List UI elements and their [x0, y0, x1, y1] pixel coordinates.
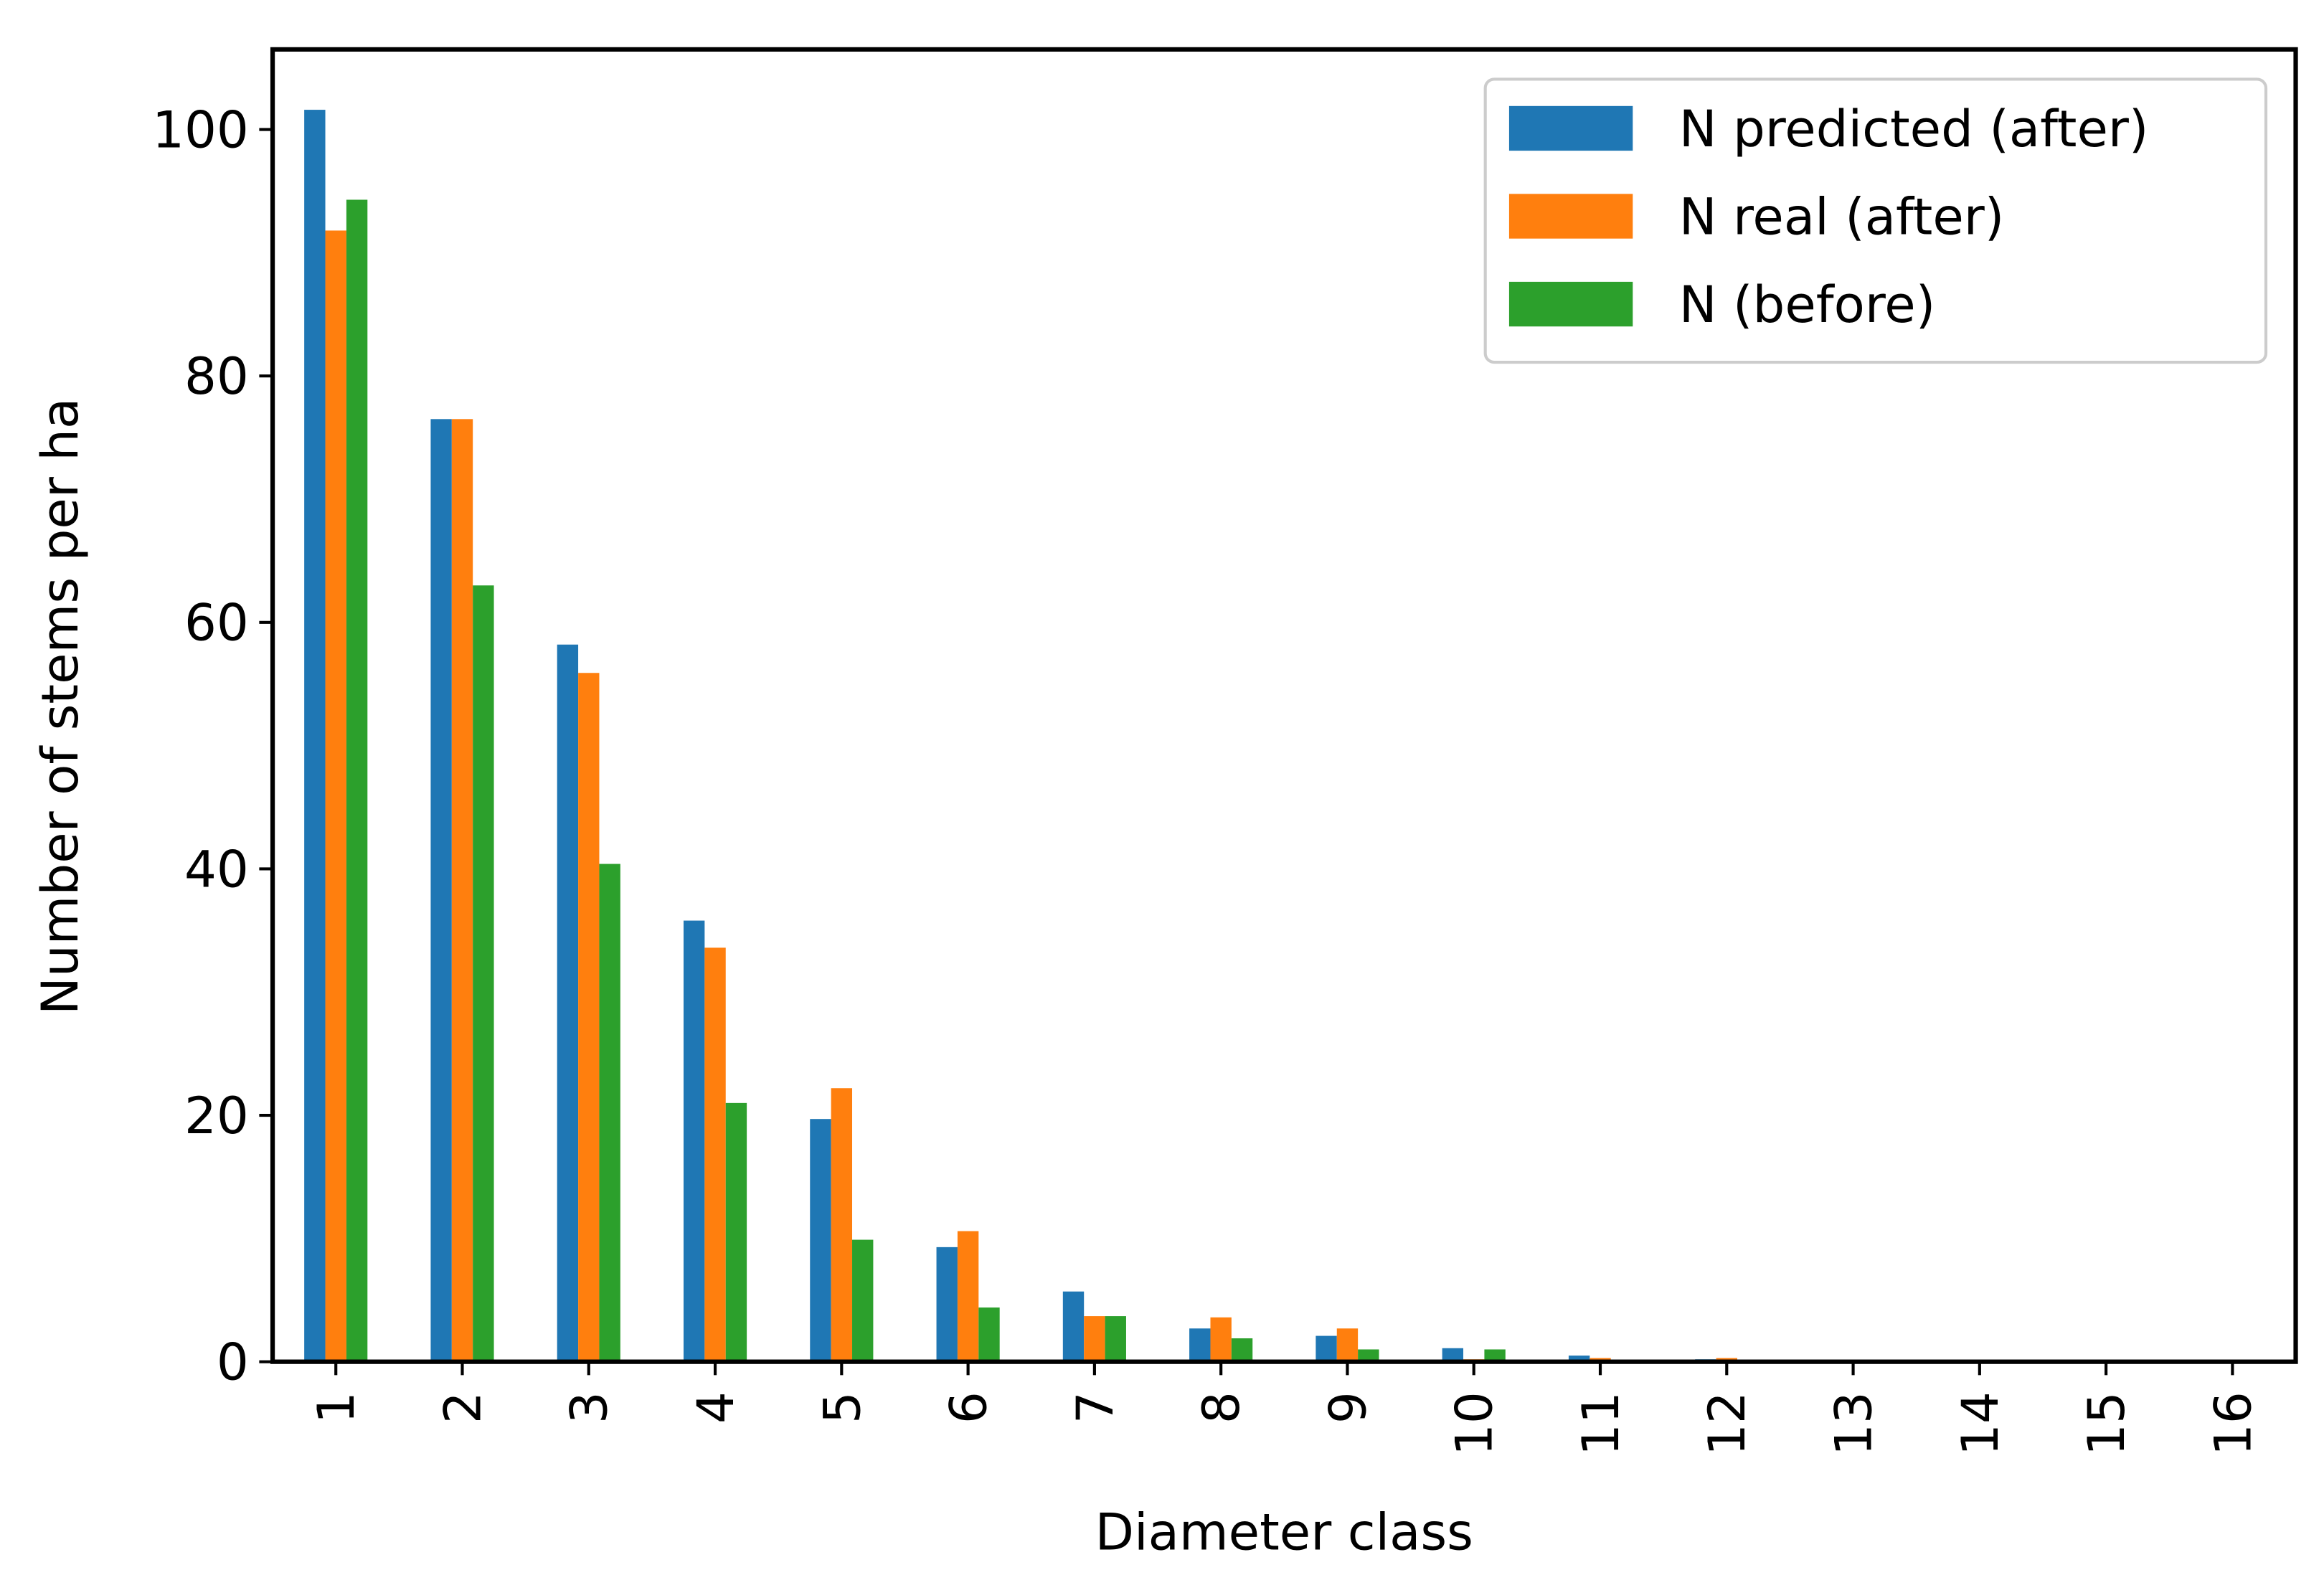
bar — [936, 1247, 958, 1362]
y-tick-label: 80 — [184, 346, 249, 406]
legend-box — [1483, 77, 2268, 364]
bar — [1484, 1349, 1506, 1362]
bar — [1336, 1328, 1359, 1362]
x-tick-label: 12 — [1697, 1391, 1757, 1456]
bar — [1084, 1316, 1105, 1362]
bar — [557, 644, 579, 1362]
legend-label: N (before) — [1679, 275, 1936, 334]
x-tick-label: 14 — [1950, 1391, 2010, 1456]
bar — [852, 1239, 874, 1362]
x-tick-label: 11 — [1571, 1391, 1630, 1456]
y-tick-label: 100 — [152, 100, 249, 159]
bar — [831, 1088, 853, 1362]
bar — [1062, 1291, 1085, 1362]
bar — [430, 419, 452, 1362]
x-tick-label: 9 — [1318, 1391, 1377, 1424]
bar — [957, 1231, 979, 1362]
x-tick-label: 15 — [2077, 1391, 2136, 1456]
bar — [346, 199, 368, 1362]
legend-swatch — [1508, 281, 1633, 327]
bar — [1358, 1349, 1379, 1362]
bar — [325, 230, 346, 1362]
legend-label: N real (after) — [1679, 186, 2005, 246]
bar — [1105, 1316, 1126, 1362]
x-tick-label: 8 — [1191, 1391, 1251, 1424]
bar — [599, 864, 620, 1362]
x-tick-label: 1 — [306, 1391, 366, 1424]
bar — [1315, 1335, 1337, 1362]
legend-label: N predicted (after) — [1679, 99, 2149, 159]
y-tick-label: 0 — [217, 1333, 249, 1392]
bar — [725, 1102, 747, 1362]
bar — [451, 419, 473, 1362]
x-tick-label: 2 — [433, 1391, 492, 1424]
x-tick-label: 7 — [1065, 1391, 1125, 1424]
bar — [1210, 1317, 1232, 1362]
bar — [810, 1119, 831, 1362]
y-tick-label: 20 — [184, 1086, 249, 1145]
bar — [1568, 1356, 1590, 1362]
y-tick-label: 60 — [184, 593, 249, 653]
bar — [473, 585, 494, 1362]
bar — [683, 920, 705, 1362]
x-tick-label: 4 — [686, 1391, 745, 1424]
bar — [978, 1307, 1000, 1362]
plot-frame — [270, 47, 2298, 1364]
x-axis-label: Diameter class — [1095, 1502, 1473, 1561]
x-tick-label: 3 — [559, 1391, 619, 1424]
legend-swatch — [1508, 105, 1633, 151]
x-tick-label: 16 — [2203, 1391, 2262, 1456]
x-tick-label: 10 — [1445, 1391, 1504, 1456]
bar — [1189, 1328, 1211, 1362]
bar — [1442, 1348, 1464, 1362]
bar — [1231, 1338, 1253, 1362]
legend-swatch — [1508, 194, 1633, 239]
x-tick-label: 6 — [939, 1391, 998, 1424]
bar — [704, 947, 726, 1362]
y-tick-label: 40 — [184, 839, 249, 899]
y-axis-label: Number of stems per ha — [30, 398, 90, 1015]
bar — [578, 673, 600, 1362]
x-tick-label: 5 — [812, 1391, 872, 1424]
x-tick-label: 13 — [1823, 1391, 1883, 1456]
bar — [304, 110, 326, 1362]
